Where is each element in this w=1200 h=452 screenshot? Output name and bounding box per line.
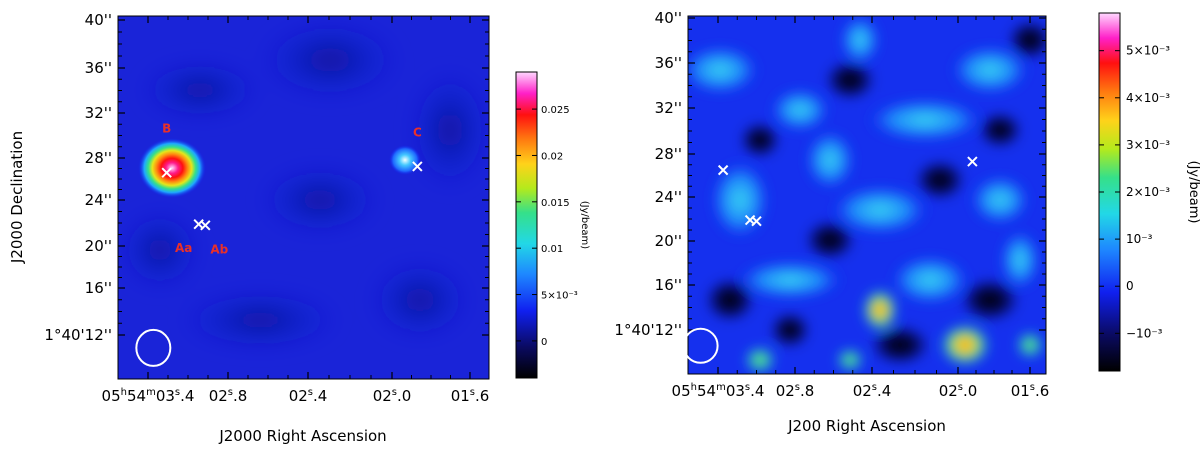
x-tick-label: 02s.4 [853, 382, 892, 400]
y-tick-label: 36'' [655, 54, 682, 72]
colorbar-tick-label: 0.015 [541, 198, 570, 209]
y-tick-label: 20'' [655, 232, 682, 250]
y-tick-label: 40'' [655, 9, 682, 27]
y-tick-label: 16'' [655, 276, 682, 294]
right-colorbar-title: (Jy/beam) [1186, 161, 1200, 224]
left-xlabel: J2000 Right Ascension [218, 427, 386, 445]
right-map [688, 16, 1046, 374]
x-tick-label: 02s.4 [289, 387, 328, 405]
colorbar-tick-label: 2×10⁻³ [1126, 185, 1170, 199]
colorbar-tick-label: 3×10⁻³ [1126, 138, 1170, 152]
x-tick-label: 01s.6 [1011, 382, 1050, 400]
source-label-c: C [413, 125, 422, 139]
x-tick-label: 05h54m03s.4 [672, 382, 765, 400]
colorbar-tick-label: 0 [1126, 279, 1134, 293]
right-ticks: 05h54m03s.4 02s.8 02s.4 02s.0 01s.6 40'' 36'' 3… [614, 9, 1049, 400]
colorbar-tick-label: −10⁻³ [1126, 326, 1163, 340]
y-tick-label: 32'' [85, 104, 112, 122]
left-colorbar-ticks: 0 5×10⁻³ 0.01 0.015 0.02 0.025 [516, 105, 578, 348]
y-tick-label: 36'' [85, 59, 112, 77]
beam-ellipse [682, 327, 719, 364]
left-ylabel: J2000 Declination [8, 131, 26, 264]
right-beam [682, 327, 719, 364]
x-tick-label: 02s.0 [373, 387, 412, 405]
x-tick-label: 02s.8 [776, 382, 815, 400]
left-ticks: 05h54m03s.4 02s.8 02s.4 02s.0 01s.6 40'' 36'' 3… [44, 11, 489, 405]
y-tick-label: 20'' [85, 237, 112, 255]
colorbar-tick-label: 5×10⁻³ [541, 291, 578, 302]
right-xlabel: J200 Right Ascension [787, 417, 946, 435]
x-tick-label: 02s.0 [939, 382, 978, 400]
y-tick-label: 28'' [655, 145, 682, 163]
source-marker-ab [200, 220, 211, 231]
colorbar-tick-label: 4×10⁻³ [1126, 91, 1170, 105]
y-tick-label: 28'' [85, 149, 112, 167]
x-tick-label: 02s.8 [209, 387, 248, 405]
left-frame [117, 15, 490, 380]
source-marker-c [967, 156, 978, 167]
beam-ellipse [135, 328, 172, 367]
right-map-texture [688, 16, 1046, 374]
source-marker-b [717, 164, 729, 176]
left-map-texture [120, 20, 489, 350]
y-tick-label: 1°40'12'' [614, 321, 682, 339]
right-frame [687, 15, 1047, 375]
y-tick-label: 40'' [85, 11, 112, 29]
left-beam [135, 328, 172, 367]
colorbar-tick-label: 0.02 [541, 151, 563, 162]
source-label-ab: Ab [210, 242, 228, 256]
y-tick-label: 32'' [655, 99, 682, 117]
source-marker-c [412, 161, 423, 172]
colorbar-tick-label: 0 [541, 337, 547, 348]
colorbar-tick-label: 10⁻³ [1126, 232, 1153, 246]
y-tick-label: 1°40'12'' [44, 326, 112, 344]
right-colorbar-ticks: −10⁻³ 0 10⁻³ 2×10⁻³ 3×10⁻³ 4×10⁻³ 5×10⁻³ [1099, 44, 1170, 340]
left-sources: B Aa Ab C [161, 122, 423, 256]
source-label-aa: Aa [175, 241, 192, 255]
y-tick-label: 24'' [655, 188, 682, 206]
colorbar-tick-label: 5×10⁻³ [1126, 44, 1170, 58]
x-tick-label: 05h54m03s.4 [102, 387, 195, 405]
right-sources [717, 156, 978, 227]
left-map [118, 16, 489, 379]
left-colorbar-title: (Jy/beam) [579, 201, 590, 250]
colorbar-tick-label: 0.025 [541, 105, 570, 116]
source-marker-ab [751, 215, 762, 227]
y-tick-label: 24'' [85, 191, 112, 209]
y-tick-label: 16'' [85, 279, 112, 297]
left-colorbar [515, 71, 538, 379]
x-tick-label: 01s.6 [451, 387, 490, 405]
source-label-b: B [162, 122, 171, 136]
source-marker-b [161, 167, 172, 178]
colorbar-tick-label: 0.01 [541, 244, 563, 255]
